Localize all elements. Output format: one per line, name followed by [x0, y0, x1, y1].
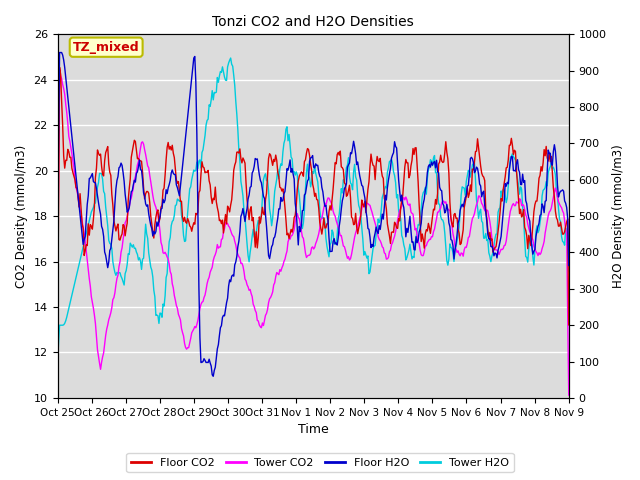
Title: Tonzi CO2 and H2O Densities: Tonzi CO2 and H2O Densities: [212, 15, 414, 29]
Y-axis label: H2O Density (mmol/m3): H2O Density (mmol/m3): [612, 144, 625, 288]
Legend: Floor CO2, Tower CO2, Floor H2O, Tower H2O: Floor CO2, Tower CO2, Floor H2O, Tower H…: [126, 453, 514, 472]
X-axis label: Time: Time: [298, 423, 328, 436]
Y-axis label: CO2 Density (mmol/m3): CO2 Density (mmol/m3): [15, 144, 28, 288]
Text: TZ_mixed: TZ_mixed: [73, 41, 140, 54]
